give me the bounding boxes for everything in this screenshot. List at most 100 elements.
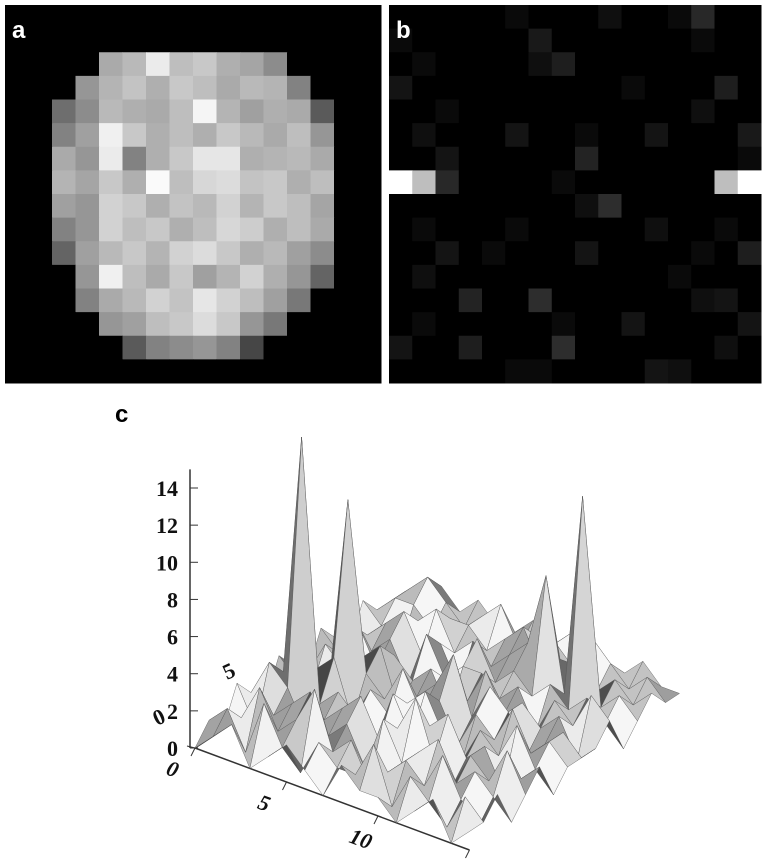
pixel [714, 5, 739, 30]
pixel [52, 312, 76, 337]
pixel [122, 217, 147, 242]
pixel [458, 123, 483, 148]
pixel [240, 241, 264, 266]
pixel [691, 194, 715, 219]
pixel [52, 194, 76, 219]
pixel [412, 123, 436, 148]
pixel [75, 335, 100, 360]
pixel [598, 146, 622, 171]
pixel [334, 28, 358, 53]
pixel [146, 217, 170, 242]
pixel [357, 264, 382, 289]
pixel [357, 217, 382, 242]
pixel [169, 52, 194, 77]
pixel [435, 146, 460, 171]
pixel [389, 194, 413, 219]
pixel [412, 335, 436, 360]
pixel [668, 170, 692, 195]
pixel [389, 146, 413, 171]
pixel [528, 75, 553, 100]
pixel [482, 52, 506, 77]
pixel [99, 312, 123, 337]
pixel [357, 123, 382, 148]
pixel [458, 194, 483, 219]
pixel [621, 146, 646, 171]
pixel [310, 28, 335, 53]
pixel [216, 217, 241, 242]
pixel [216, 123, 241, 148]
pixel [146, 264, 170, 289]
pixel [551, 52, 576, 77]
pixel [551, 264, 576, 289]
pixel [435, 217, 460, 242]
pixel [5, 217, 29, 242]
pixel [75, 52, 100, 77]
pixel [505, 75, 529, 100]
pixel [691, 335, 715, 360]
pixel [621, 359, 646, 384]
pixel [412, 52, 436, 77]
panel-a [5, 5, 382, 384]
pixel [737, 194, 762, 219]
panel-c: 024681012140510150510 [149, 437, 680, 863]
pixel [737, 123, 762, 148]
pixel [310, 99, 335, 124]
pixel [99, 264, 123, 289]
y-tick-label: 0 [149, 703, 170, 730]
pixel [216, 264, 241, 289]
pixel [240, 312, 264, 337]
pixel [357, 99, 382, 124]
pixel [169, 5, 194, 30]
pixel [263, 123, 288, 148]
pixel [435, 5, 460, 30]
pixel [435, 123, 460, 148]
pixel [240, 5, 264, 30]
pixel [691, 99, 715, 124]
pixel [146, 99, 170, 124]
pixel [99, 146, 123, 171]
pixel [99, 359, 123, 384]
pixel [146, 5, 170, 30]
pixel [122, 146, 147, 171]
pixel [75, 99, 100, 124]
pixel [435, 194, 460, 219]
pixel [146, 288, 170, 313]
pixel [691, 170, 715, 195]
pixel [691, 75, 715, 100]
pixel [737, 335, 762, 360]
pixel [644, 217, 669, 242]
pixel [5, 52, 29, 77]
pixel [216, 359, 241, 384]
z-tick-label: 4 [167, 662, 178, 687]
pixel [169, 264, 194, 289]
pixel [240, 359, 264, 384]
pixel [668, 194, 692, 219]
pixel [714, 146, 739, 171]
pixel [263, 359, 288, 384]
pixel [75, 194, 100, 219]
pixel [169, 170, 194, 195]
pixel [528, 359, 553, 384]
pixel [644, 99, 669, 124]
pixel [28, 28, 53, 53]
pixel [5, 335, 29, 360]
pixel [575, 5, 599, 30]
pixel [216, 241, 241, 266]
pixel [575, 75, 599, 100]
pixel [52, 146, 76, 171]
pixel [691, 52, 715, 77]
pixel [644, 123, 669, 148]
pixel [334, 146, 358, 171]
pixel [528, 99, 553, 124]
pixel [691, 217, 715, 242]
pixel [389, 5, 413, 30]
z-tick-label: 10 [156, 550, 178, 575]
pixel [691, 359, 715, 384]
pixel [28, 288, 53, 313]
pixel [435, 75, 460, 100]
pixel [621, 312, 646, 337]
pixel [52, 288, 76, 313]
pixel [575, 312, 599, 337]
pixel [193, 123, 217, 148]
pixel [621, 75, 646, 100]
